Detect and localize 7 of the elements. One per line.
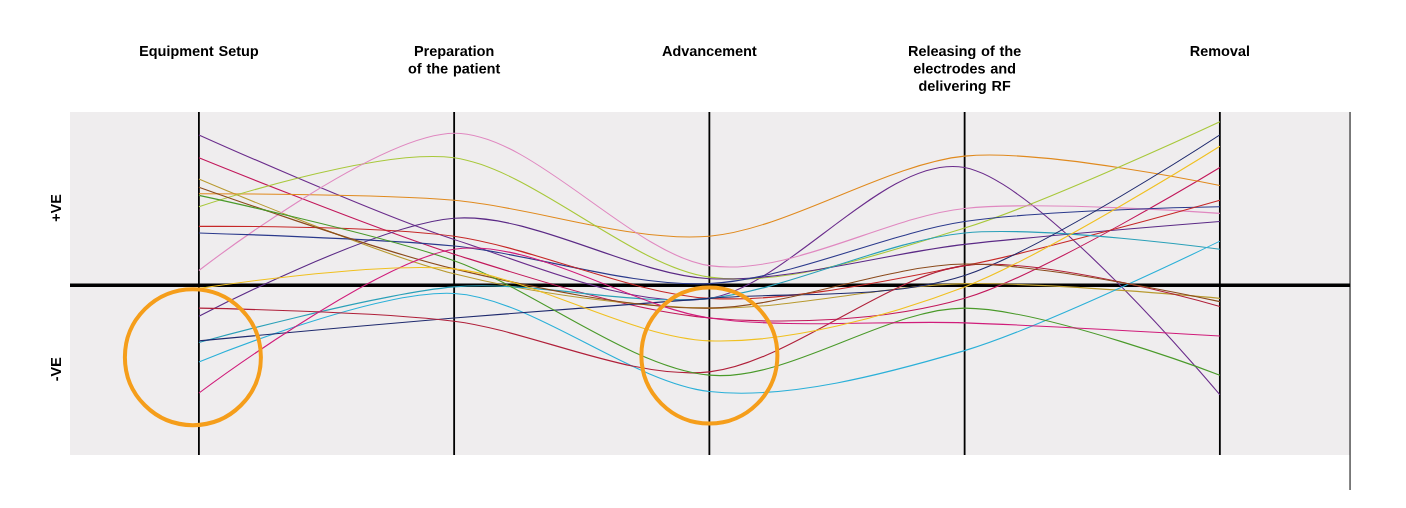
- text: +VE: [51, 194, 61, 222]
- x-tick-label: Releasing of the electrodes and delivering RF: [909, 45, 1021, 94]
- text: -VE: [51, 357, 61, 381]
- x-tick-label: Removal: [1190, 45, 1249, 57]
- x-tick-label: Equipment Setup: [140, 45, 259, 59]
- x-tick-label: Advancement: [662, 45, 757, 57]
- x-tick-label: Preparation of the patient: [408, 45, 501, 77]
